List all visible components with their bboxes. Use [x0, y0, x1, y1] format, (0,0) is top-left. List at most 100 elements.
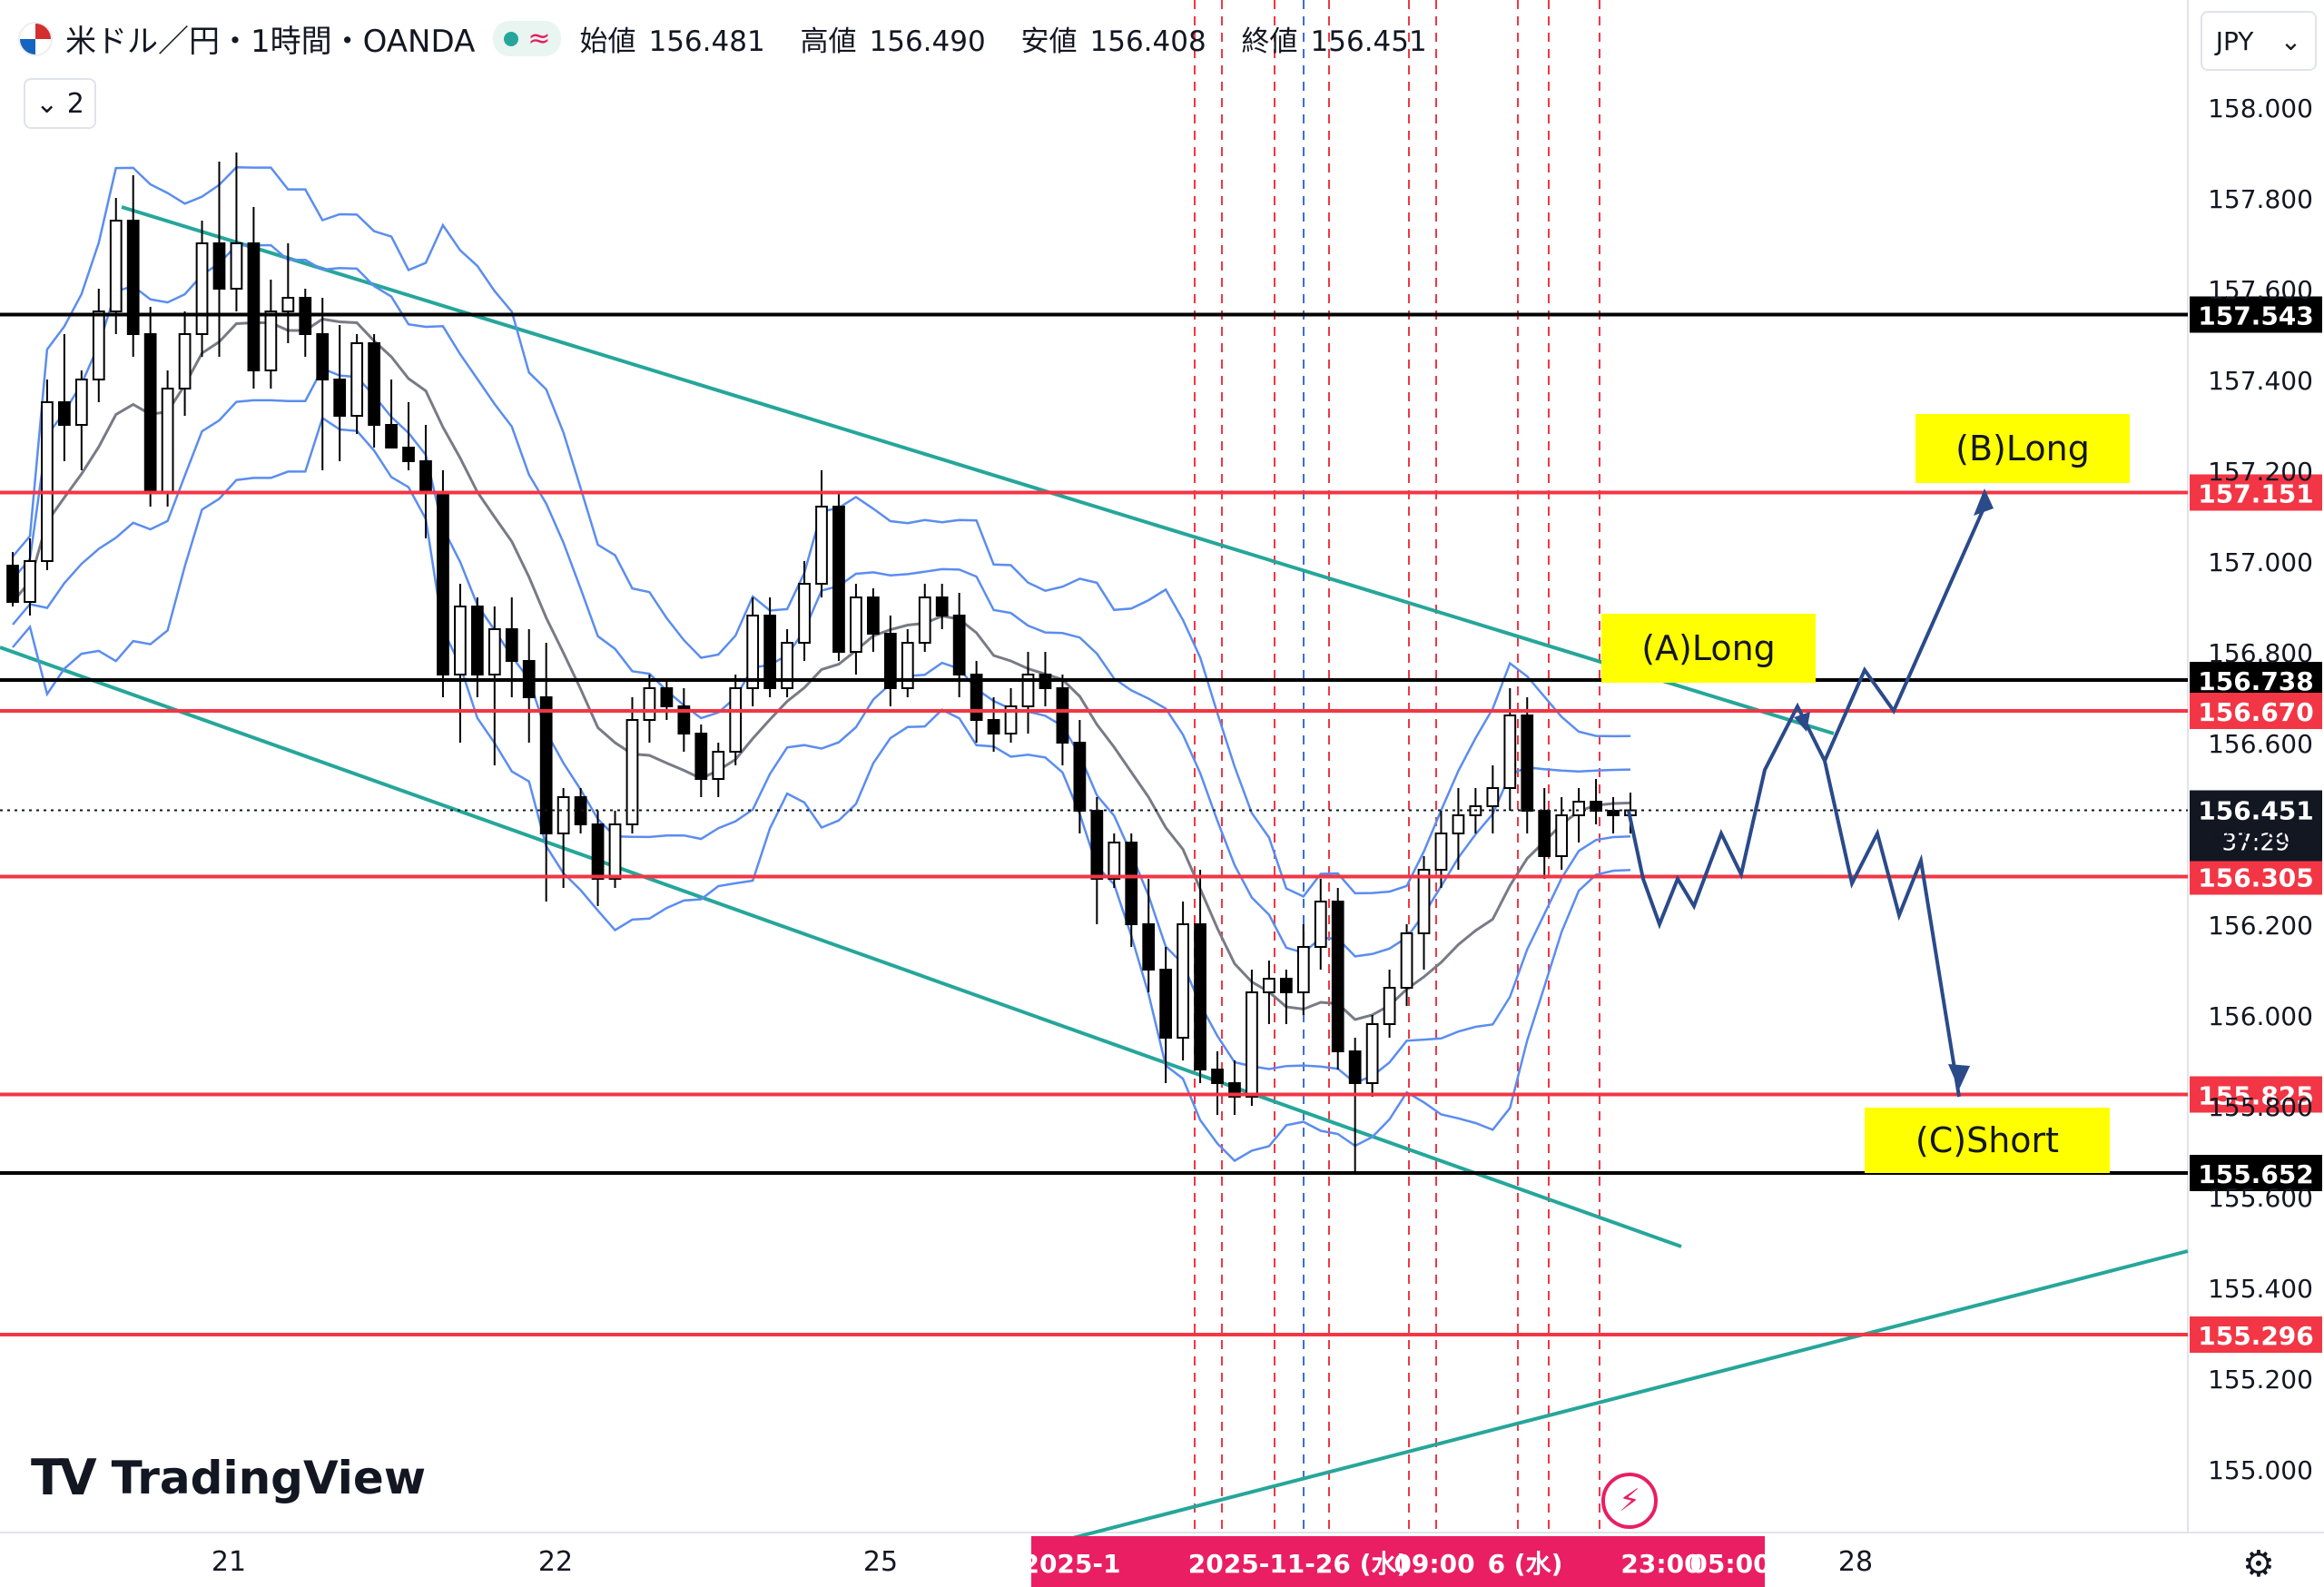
candle	[1331, 888, 1344, 1070]
y-tick-label: 157.200	[2208, 457, 2313, 487]
candle	[1486, 765, 1500, 833]
bollinger-lower-band	[12, 416, 1631, 1163]
candle	[109, 198, 123, 334]
candle	[832, 493, 845, 661]
candle	[1246, 970, 1258, 1106]
candle	[643, 675, 656, 743]
price-level-label: 155.825	[2198, 1081, 2314, 1111]
candle	[454, 584, 467, 743]
candle	[368, 334, 380, 448]
price-level-label: 157.543	[2198, 301, 2314, 331]
us-jp-flag-icon	[18, 21, 53, 56]
currency-selector[interactable]: JPY ⌄	[2201, 11, 2317, 71]
candle	[591, 811, 605, 906]
current-price-badge	[2190, 790, 2322, 862]
moving-average-line	[11, 317, 1631, 1021]
candle	[333, 325, 347, 461]
candle	[901, 629, 914, 697]
scenario-short-path	[1823, 760, 1961, 1098]
indicator-count: 2	[66, 87, 84, 120]
candle	[677, 688, 691, 752]
candle	[1555, 797, 1569, 870]
candle	[1263, 961, 1275, 1024]
y-tick-label: 155.000	[2208, 1455, 2313, 1485]
lower-trendline	[0, 646, 1682, 1248]
candle	[487, 606, 501, 765]
price-level-label: 156.670	[2198, 697, 2314, 727]
candle	[1279, 970, 1293, 1024]
annotation-c-short[interactable]: (C)Short	[1865, 1108, 2110, 1173]
price-level-label: 156.305	[2198, 863, 2314, 893]
flash-icon[interactable]: ⚡	[1601, 1473, 1658, 1529]
symbol-title[interactable]: 米ドル／円・1時間・OANDA	[65, 24, 476, 60]
crosshair-time-label: 2025-11-26 (水)	[1188, 1549, 1408, 1579]
symbol-legend: 米ドル／円・1時間・OANDA ≈ 始値 156.481 高値 156.490 安値…	[18, 16, 1452, 61]
candle	[437, 470, 449, 697]
x-tick-label: 22	[538, 1546, 573, 1578]
candle	[1572, 788, 1586, 843]
candle	[316, 298, 330, 470]
y-tick-label: 157.400	[2208, 366, 2313, 396]
arrow-head-a	[1794, 712, 1810, 732]
price-level-badge	[2190, 474, 2322, 511]
tradingview-logo[interactable]: TV TradingView	[31, 1449, 426, 1506]
candle	[1177, 902, 1189, 1060]
candle	[1417, 856, 1431, 970]
candle	[178, 311, 192, 416]
candle	[935, 584, 949, 629]
candle	[850, 584, 862, 675]
candle	[74, 370, 88, 470]
candle	[883, 616, 897, 706]
scenario-long-path	[1627, 506, 1986, 930]
logo-text: TradingView	[111, 1451, 427, 1504]
candle	[1348, 1038, 1362, 1174]
candle	[556, 788, 570, 888]
candle	[1211, 1051, 1224, 1115]
candle	[24, 538, 36, 616]
candle	[660, 679, 674, 720]
candle	[539, 643, 553, 902]
candle	[143, 307, 157, 507]
candle	[1590, 779, 1602, 824]
price-level-badge	[2190, 1316, 2322, 1353]
x-tick-label: 25	[863, 1546, 898, 1578]
crosshair-time-label: 23:00	[1620, 1549, 1701, 1579]
y-tick-label: 155.200	[2208, 1365, 2313, 1395]
price-level-label: 156.738	[2198, 666, 2314, 696]
price-level-badge	[2190, 693, 2322, 729]
y-tick-label: 157.800	[2208, 184, 2313, 214]
annotation-a-long[interactable]: (A)Long	[1601, 614, 1816, 683]
indicator-toggle-button[interactable]: ⌄ 2	[24, 78, 96, 129]
crosshair-time-label: 6 (水)	[1488, 1549, 1563, 1579]
annotation-b-long[interactable]: (B)Long	[1915, 414, 2130, 483]
candle	[781, 629, 793, 697]
current-price-label: 156.451	[2198, 796, 2314, 826]
currency-label: JPY	[2215, 25, 2254, 56]
y-tick-label: 156.800	[2208, 638, 2313, 668]
y-tick-label: 156.200	[2208, 911, 2313, 941]
candle	[57, 334, 71, 461]
candle	[402, 402, 415, 470]
price-level-badge	[2190, 1155, 2322, 1191]
crosshair-time-bar	[1031, 1536, 1765, 1587]
candle	[1021, 652, 1035, 734]
candle	[1538, 788, 1551, 879]
crosshair-time-label: 09:00	[1393, 1549, 1474, 1579]
candle	[41, 380, 54, 570]
candle	[1521, 697, 1534, 833]
upper-trendline	[121, 205, 1835, 735]
gear-icon[interactable]: ⚙	[2242, 1543, 2275, 1585]
candle	[230, 153, 243, 311]
candle	[505, 597, 518, 697]
candle	[92, 289, 105, 402]
crosshair-time-label: 05:00	[1689, 1549, 1770, 1579]
price-level-badge	[2190, 662, 2322, 698]
candle	[1452, 788, 1465, 870]
ohlc-close: 終値 156.451	[1241, 25, 1427, 58]
candle	[299, 289, 312, 357]
y-tick-label: 155.800	[2208, 1092, 2313, 1122]
market-open-dot-icon	[504, 31, 519, 46]
price-level-badge	[2190, 296, 2322, 333]
candle	[264, 280, 278, 389]
